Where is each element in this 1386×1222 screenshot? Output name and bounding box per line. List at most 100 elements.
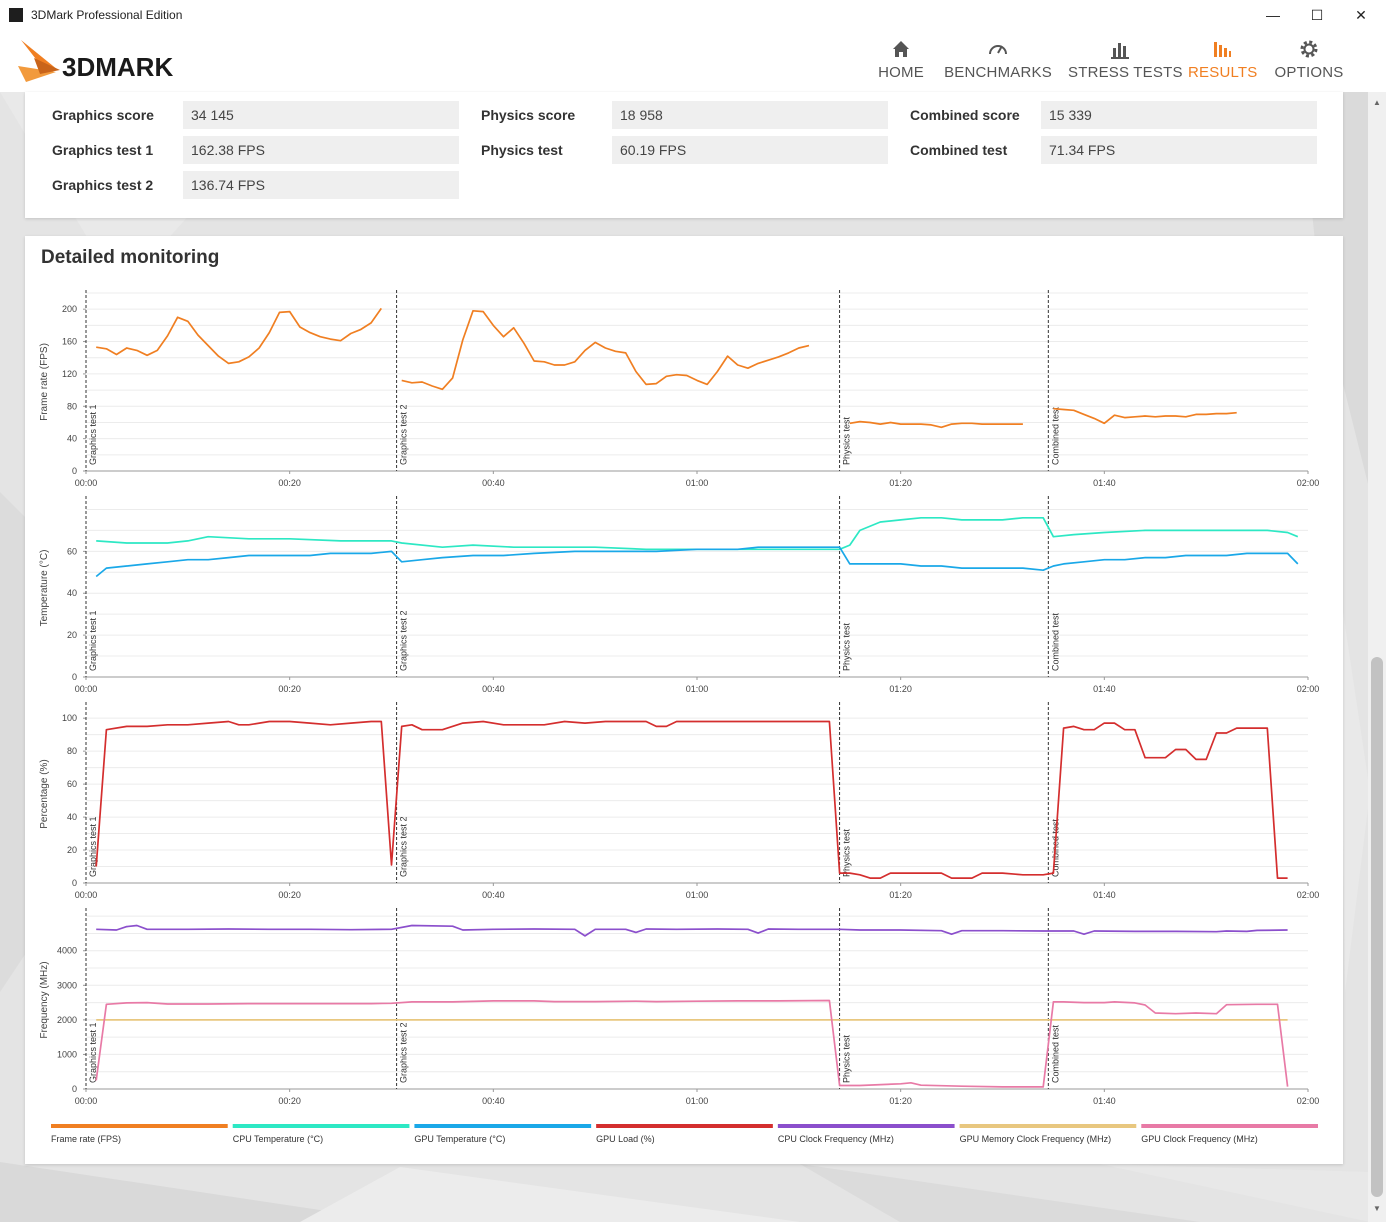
- y-tick-label: 0: [72, 878, 77, 888]
- maximize-button[interactable]: ☐: [1310, 6, 1324, 23]
- test-marker-label: Combined test: [1050, 406, 1060, 465]
- test-marker-label: Graphics test 1: [88, 816, 98, 877]
- frequency-chart: 0 1000 2000 3000 4000 00:00 00:20 00:40 01:00 01:…: [39, 908, 1319, 1106]
- frame-rate-chart: 0 40 80 120 160 200 00:00 00:20 00:40 01:00 01:20 0…: [39, 290, 1319, 488]
- test-marker-label: Combined test: [1050, 1024, 1060, 1083]
- nav-stress-tests-label: STRESS TESTS: [1068, 64, 1183, 81]
- window-titlebar: 3DMark Professional Edition — ☐ ✕: [0, 0, 1386, 31]
- y-tick-label: 0: [72, 466, 77, 476]
- nav-options[interactable]: OPTIONS: [1272, 38, 1346, 86]
- detailed-monitoring-card: Detailed monitoring 0 40 80 120 160 200 00:00 0…: [25, 236, 1343, 1164]
- series-frame_rate: [96, 307, 1237, 429]
- y-tick-label: 20: [67, 845, 77, 855]
- y-tick-label: 160: [62, 337, 77, 347]
- y-tick-label: 20: [67, 630, 77, 640]
- test-marker-label: Physics test: [842, 828, 852, 877]
- graphics-test-1-value: 162.38 FPS: [183, 136, 459, 164]
- nav-benchmarks-label: BENCHMARKS: [944, 64, 1052, 81]
- series-gpu_load: [95, 720, 1288, 879]
- x-tick-label: 01:40: [1093, 478, 1116, 488]
- y-tick-label: 100: [62, 713, 77, 723]
- x-tick-label: 01:20: [889, 684, 912, 694]
- y-axis-label: Frequency (MHz): [39, 961, 50, 1038]
- gear-icon: [1300, 40, 1318, 58]
- legend-label: GPU Clock Frequency (MHz): [1141, 1134, 1258, 1144]
- graphics-test-2-label: Graphics test 2: [52, 177, 154, 193]
- nav-home[interactable]: HOME: [872, 38, 930, 86]
- combined-score-value: 15 339: [1041, 101, 1317, 129]
- x-tick-label: 02:00: [1297, 890, 1320, 900]
- x-tick-label: 00:20: [278, 890, 301, 900]
- legend-label: CPU Clock Frequency (MHz): [778, 1134, 894, 1144]
- legend-swatch: [596, 1124, 773, 1128]
- nav-stress-tests[interactable]: STRESS TESTS: [1068, 38, 1183, 86]
- x-tick-label: 01:00: [686, 1096, 709, 1106]
- test-marker-label: Physics test: [842, 1034, 852, 1083]
- physics-score-label: Physics score: [481, 107, 576, 123]
- window-title: 3DMark Professional Edition: [31, 8, 183, 22]
- y-tick-label: 40: [67, 434, 77, 444]
- nav-results-label: RESULTS: [1188, 64, 1258, 81]
- app-icon: [9, 8, 23, 22]
- graphics-score-value: 34 145: [183, 101, 459, 129]
- graphics-test-1-label: Graphics test 1: [52, 142, 154, 158]
- y-tick-label: 60: [67, 779, 77, 789]
- graphics-score-label: Graphics score: [52, 107, 154, 123]
- y-tick-label: 40: [67, 812, 77, 822]
- legend-label: GPU Memory Clock Frequency (MHz): [960, 1134, 1112, 1144]
- nav-benchmarks[interactable]: BENCHMARKS: [944, 38, 1052, 86]
- x-tick-label: 00:20: [278, 1096, 301, 1106]
- x-tick-label: 01:40: [1093, 890, 1116, 900]
- x-tick-label: 01:40: [1093, 684, 1116, 694]
- nav-results[interactable]: RESULTS: [1188, 38, 1258, 86]
- scroll-down-icon[interactable]: ▼: [1373, 1204, 1381, 1213]
- test-marker-label: Physics test: [842, 622, 852, 671]
- y-tick-label: 80: [67, 746, 77, 756]
- legend-label: CPU Temperature (°C): [233, 1134, 323, 1144]
- x-tick-label: 02:00: [1297, 1096, 1320, 1106]
- test-marker-label: Graphics test 1: [88, 404, 98, 465]
- y-axis-label: Temperature (°C): [39, 550, 50, 627]
- y-axis-label: Frame rate (FPS): [39, 343, 50, 421]
- x-tick-label: 01:00: [686, 684, 709, 694]
- x-tick-label: 00:00: [75, 684, 98, 694]
- test-marker-label: Graphics test 2: [399, 610, 409, 671]
- series-line: [1053, 407, 1237, 425]
- y-tick-label: 2000: [57, 1015, 77, 1025]
- x-tick-label: 00:40: [482, 1096, 505, 1106]
- series-line: [849, 420, 1023, 429]
- x-tick-label: 00:20: [278, 478, 301, 488]
- series-line: [96, 924, 1288, 937]
- series-line: [95, 546, 1299, 578]
- physics-test-label: Physics test: [481, 142, 563, 158]
- legend-swatch: [959, 1124, 1137, 1128]
- graphics-test-2-value: 136.74 FPS: [183, 171, 459, 199]
- y-tick-label: 40: [67, 588, 77, 598]
- y-tick-label: 60: [67, 546, 77, 556]
- 3dmark-logo: 3DMARK: [18, 40, 173, 82]
- series-line: [96, 307, 382, 365]
- x-tick-label: 01:20: [889, 1096, 912, 1106]
- x-tick-label: 01:20: [889, 890, 912, 900]
- test-marker-label: Graphics test 1: [88, 610, 98, 671]
- test-marker-label: Graphics test 2: [399, 816, 409, 877]
- results-icon: [1214, 42, 1231, 57]
- series-line: [96, 516, 1299, 551]
- gauge-icon: [989, 45, 1007, 55]
- x-tick-label: 01:20: [889, 478, 912, 488]
- scroll-up-icon[interactable]: ▲: [1373, 98, 1381, 107]
- x-tick-label: 00:40: [482, 890, 505, 900]
- x-tick-label: 00:20: [278, 684, 301, 694]
- logo-text: 3DMARK: [62, 52, 173, 82]
- close-button[interactable]: ✕: [1355, 6, 1367, 23]
- nav-home-label: HOME: [878, 64, 924, 81]
- nav-options-label: OPTIONS: [1274, 64, 1344, 81]
- percentage-chart: 0 20 40 60 80 100 00:00 00:20 00:40 01:00 01:20 01:…: [39, 702, 1319, 900]
- scrollbar-thumb[interactable]: [1371, 657, 1383, 1197]
- vertical-scrollbar[interactable]: ▲ ▼: [1368, 92, 1386, 1222]
- minimize-button[interactable]: —: [1266, 7, 1280, 23]
- y-tick-label: 0: [72, 1084, 77, 1094]
- series-line: [95, 720, 1288, 879]
- monitoring-title: Detailed monitoring: [41, 247, 220, 268]
